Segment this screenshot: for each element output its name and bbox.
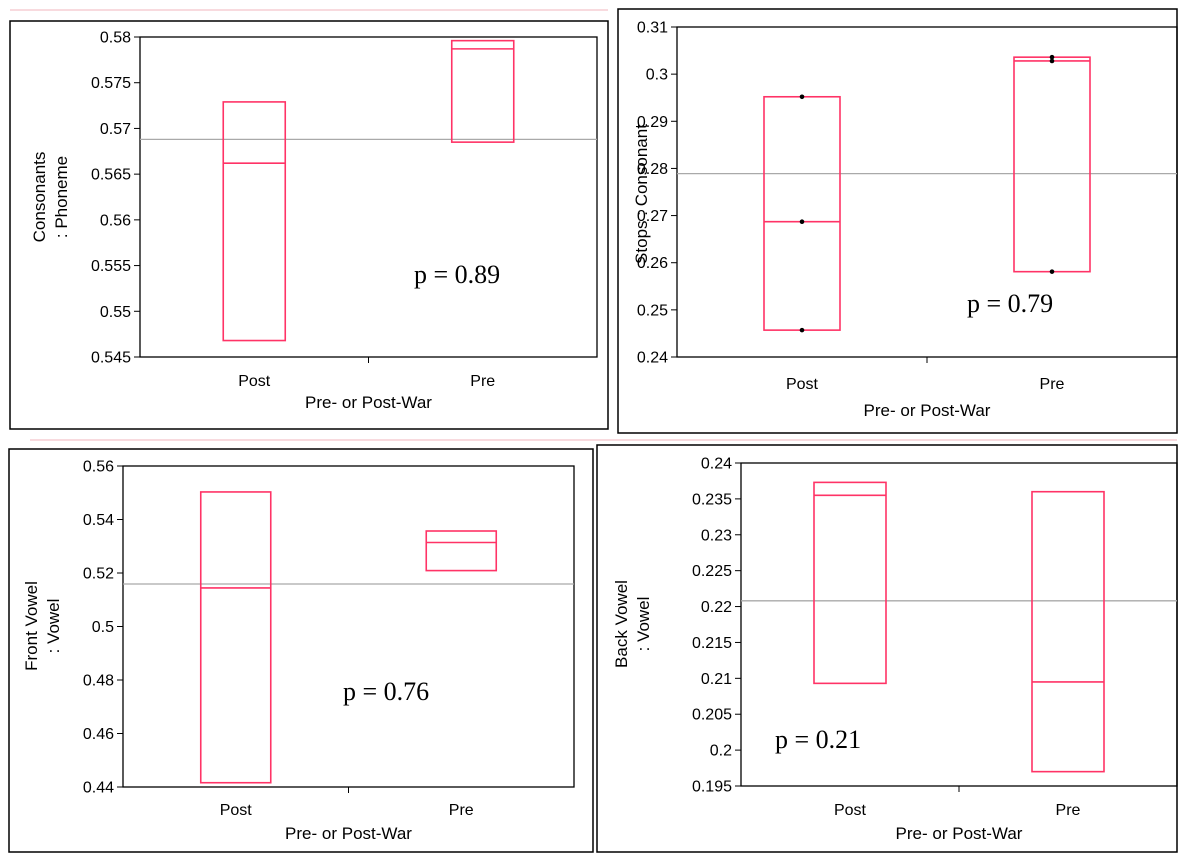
data-point (799, 327, 805, 333)
data-point (799, 94, 805, 100)
y-tick-label: 0.23 (701, 527, 732, 544)
x-axis-label: Pre- or Post-War (285, 824, 412, 843)
x-tick-label: Post (220, 802, 253, 819)
box-post (813, 481, 887, 685)
boxplot-panel: 0.545 0.55 0.555 0.56 0.565 0.57 0.575 0.58 Post… (30, 30, 598, 412)
y-tick-label: 0.58 (100, 30, 131, 47)
y-tick-label: 0.565 (91, 167, 131, 184)
data-point (1049, 58, 1055, 64)
box-post (222, 101, 287, 342)
y-tick-label: 0.57 (100, 121, 131, 138)
y-tick-label: 0.55 (100, 304, 131, 321)
y-tick-label: 0.205 (692, 707, 732, 724)
y-tick-label: 0.48 (83, 673, 114, 690)
y-axis-label: Consonants (30, 152, 49, 243)
y-axis-label: : Vowel (44, 599, 63, 654)
x-axis-label: Pre- or Post-War (864, 401, 991, 420)
y-tick-label: 0.3 (646, 67, 668, 84)
plot-area (676, 26, 1178, 358)
box-post (763, 95, 841, 331)
panel-frame-front-vowel (8, 448, 594, 853)
boxplot-panel: 0.24 0.25 0.26 0.27 0.28 0.29 0.3 0.31 Post Pre Pr… (632, 20, 1178, 420)
x-tick-label: Pre (470, 373, 495, 390)
y-tick-label: 0.2 (710, 743, 732, 760)
data-point (1049, 269, 1055, 274)
y-tick-label: 0.22 (701, 599, 732, 616)
panel-frame-stops (617, 8, 1178, 434)
x-tick-label: Pre (1056, 802, 1081, 819)
y-tick-label: 0.28 (637, 161, 668, 178)
box-post (199, 491, 272, 784)
y-tick-label: 0.56 (100, 212, 131, 229)
y-axis-label: Back Vowel (612, 580, 631, 668)
box-pre (1031, 490, 1105, 773)
x-axis-label: Pre- or Post-War (305, 393, 432, 412)
y-tick-label: 0.195 (692, 779, 732, 796)
data-point (799, 219, 805, 224)
y-tick-label: 0.555 (91, 258, 131, 275)
y-axis-label: : Vowel (634, 597, 653, 652)
box-pre (425, 530, 498, 572)
y-tick-label: 0.235 (692, 491, 732, 508)
p-value-annotation: p = 0.89 (414, 260, 500, 289)
y-tick-label: 0.52 (83, 566, 114, 583)
boxplot-panel: 0.195 0.2 0.205 0.21 0.215 0.22 0.225 0.23 0.235… (612, 456, 1178, 843)
box-pre (450, 39, 515, 143)
y-tick-label: 0.5 (92, 619, 114, 636)
p-value-annotation: p = 0.79 (967, 289, 1053, 318)
y-tick-label: 0.31 (637, 20, 668, 37)
y-tick-label: 0.24 (637, 350, 668, 367)
x-tick-label: Post (834, 802, 867, 819)
y-axis-label: Stops : Consonant (632, 124, 651, 264)
panel-frame-consonants (9, 20, 609, 430)
x-tick-label: Pre (449, 802, 474, 819)
plot-area (122, 465, 575, 788)
y-tick-label: 0.56 (83, 459, 114, 476)
y-tick-label: 0.29 (637, 114, 668, 131)
y-tick-label: 0.575 (91, 75, 131, 92)
boxplot-panel: 0.44 0.46 0.48 0.5 0.52 0.54 0.56 Post Pre Pre- o… (22, 459, 575, 843)
y-tick-label: 0.54 (83, 512, 114, 529)
x-tick-label: Pre (1040, 376, 1065, 393)
data-point (1049, 54, 1055, 60)
y-axis-label: Front Vowel (22, 581, 41, 671)
y-tick-label: 0.215 (692, 635, 732, 652)
y-tick-label: 0.46 (83, 726, 114, 743)
y-tick-label: 0.21 (701, 671, 732, 688)
p-value-annotation: p = 0.21 (775, 725, 861, 754)
y-tick-label: 0.25 (637, 302, 668, 319)
panel-frame-back-vowel (596, 444, 1178, 853)
x-tick-label: Post (786, 376, 819, 393)
x-tick-label: Post (238, 373, 271, 390)
y-tick-label: 0.44 (83, 780, 114, 797)
p-value-annotation: p = 0.76 (343, 677, 429, 706)
y-tick-label: 0.26 (637, 255, 668, 272)
y-tick-label: 0.27 (637, 208, 668, 225)
x-axis-label: Pre- or Post-War (896, 824, 1023, 843)
y-axis-label: : Phoneme (52, 156, 71, 238)
y-tick-label: 0.225 (692, 563, 732, 580)
box-pre (1013, 56, 1091, 273)
plot-area (139, 36, 598, 358)
y-tick-label: 0.545 (91, 350, 131, 367)
y-tick-label: 0.24 (701, 456, 732, 473)
